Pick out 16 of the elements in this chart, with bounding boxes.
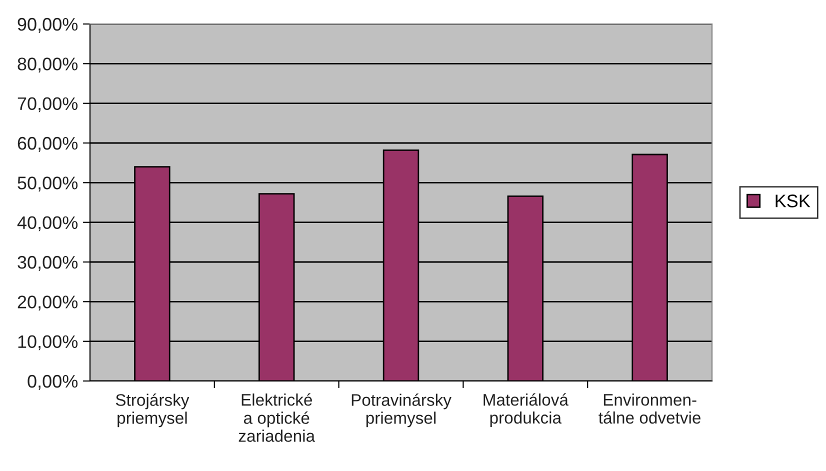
x-tick-label: Materiálová produkcia bbox=[484, 393, 568, 427]
x-tick-label: Environmen- tálne odvetvie bbox=[598, 393, 700, 424]
y-tick-label: 60,00% bbox=[18, 136, 78, 152]
y-tick-label: 70,00% bbox=[18, 97, 78, 112]
y-tick-label: 10,00% bbox=[18, 335, 78, 350]
legend-label: KSK bbox=[776, 194, 810, 208]
x-tick-label: Potravinársky priemysel bbox=[352, 393, 452, 428]
y-tick-label: 90,00% bbox=[18, 18, 78, 33]
y-tick-label: 40,00% bbox=[17, 216, 78, 232]
y-tick-label: 30,00% bbox=[18, 256, 78, 271]
x-tick-label: Strojársky priemysel bbox=[116, 393, 190, 428]
y-tick-label: 20,00% bbox=[18, 296, 78, 311]
y-tick-label: 0,00% bbox=[28, 374, 78, 390]
y-tick-label: 50,00% bbox=[18, 176, 78, 192]
y-tick-label: 80,00% bbox=[18, 58, 78, 73]
x-tick-label: Elektrické a optické zariadenia bbox=[238, 393, 316, 442]
